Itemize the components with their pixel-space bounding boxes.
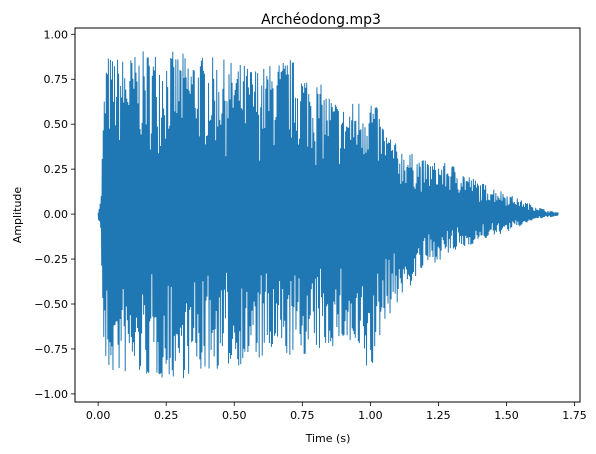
x-tick-label: 1.75: [562, 409, 587, 422]
y-tick-label: −0.50: [34, 298, 68, 311]
x-axis: 0.00 0.25 0.50 0.75 1.00 1.25 1.50 1.75: [86, 402, 587, 422]
y-tick-label: −0.75: [34, 343, 68, 356]
y-axis: −1.00 −0.75 −0.50 −0.25 0.00 0.25 0.50 0.75 1.00: [34, 28, 75, 401]
y-tick-label: 0.00: [44, 208, 69, 221]
x-tick-label: 0.50: [222, 409, 247, 422]
y-tick-label: 1.00: [44, 28, 69, 41]
x-tick-label: 0.75: [290, 409, 315, 422]
x-tick-label: 1.50: [494, 409, 519, 422]
chart-title: Archéodong.mp3: [261, 12, 381, 28]
x-tick-label: 1.00: [358, 409, 383, 422]
x-tick-label: 1.25: [426, 409, 451, 422]
x-axis-label: Time (s): [305, 432, 351, 445]
y-tick-label: 0.50: [44, 118, 69, 131]
y-tick-label: −1.00: [34, 388, 68, 401]
x-tick-label: 0.25: [154, 409, 179, 422]
y-tick-label: −0.25: [34, 253, 68, 266]
plot-frame: [74, 27, 581, 403]
y-tick-label: 0.25: [44, 163, 69, 176]
y-axis-label: Amplitude: [11, 187, 24, 244]
waveform-series-line: [97, 51, 559, 379]
plot-area: [97, 51, 559, 379]
y-tick-label: 0.75: [44, 73, 69, 86]
x-tick-label: 0.00: [86, 409, 111, 422]
